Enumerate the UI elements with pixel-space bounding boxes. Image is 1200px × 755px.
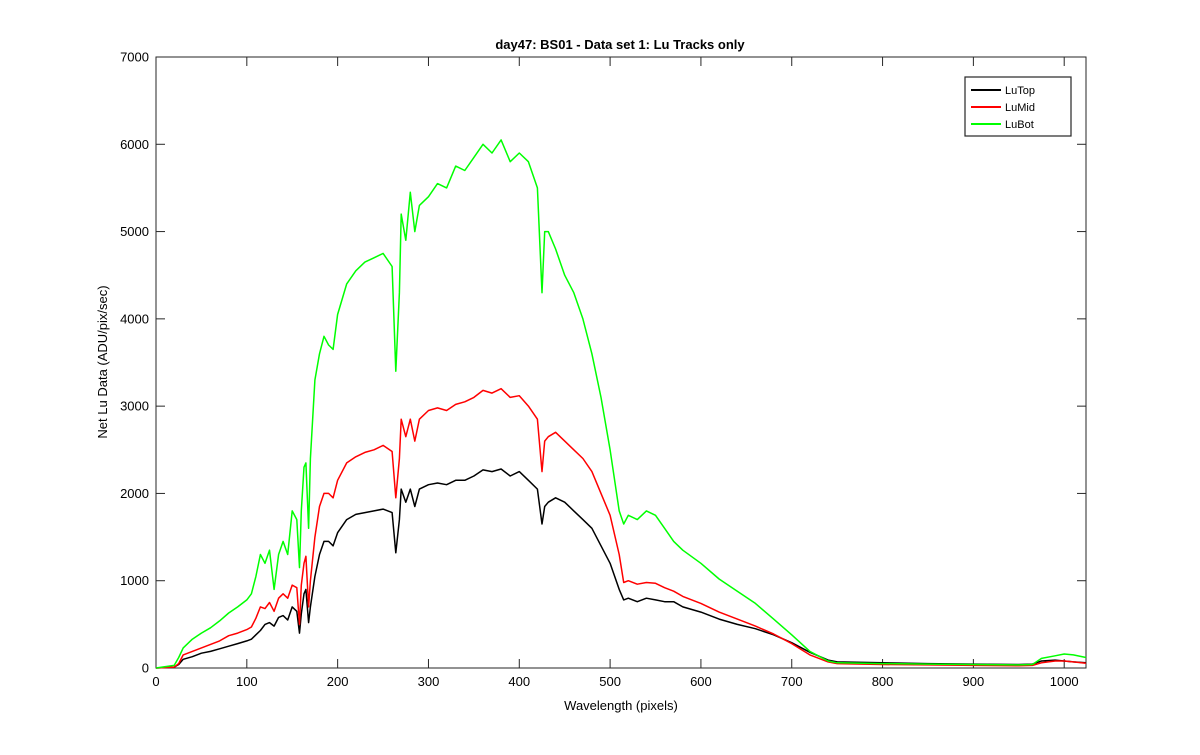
x-tick-label: 800	[872, 674, 894, 689]
x-tick-label: 0	[152, 674, 159, 689]
legend-label-lumid: LuMid	[1005, 102, 1035, 114]
series-line-lutop	[155, 468, 1087, 669]
y-tick-label: 0	[142, 661, 149, 676]
x-axis-label: Wavelength (pixels)	[564, 698, 678, 713]
y-axis-label: Net Lu Data (ADU/pix/sec)	[95, 285, 110, 438]
x-tick-label: 400	[508, 674, 530, 689]
series-line-lumid	[155, 387, 1087, 669]
plot-area	[155, 56, 1087, 669]
axis-ticks: 0 100 200 300 400 500 600 700 800 900 1000 0 1000 200…	[120, 50, 1086, 689]
y-tick-label: 2000	[120, 486, 149, 501]
x-tick-label: 300	[418, 674, 440, 689]
y-tick-label: 4000	[120, 311, 149, 326]
x-tick-label: 1000	[1050, 674, 1079, 689]
chart-title: day47: BS01 - Data set 1: Lu Tracks only	[495, 37, 745, 52]
series-line-lubot	[155, 139, 1087, 669]
legend-label-lutop: LuTop	[1005, 85, 1035, 97]
y-tick-label: 7000	[120, 50, 149, 65]
x-tick-label: 900	[963, 674, 985, 689]
x-tick-label: 100	[236, 674, 258, 689]
y-tick-label: 1000	[120, 573, 149, 588]
legend: LuTop LuMid LuBot	[964, 76, 1072, 137]
data-series	[155, 139, 1087, 669]
y-tick-label: 5000	[120, 224, 149, 239]
x-tick-label: 600	[690, 674, 712, 689]
x-tick-label: 200	[327, 674, 349, 689]
x-tick-label: 500	[599, 674, 621, 689]
y-tick-label: 6000	[120, 137, 149, 152]
y-tick-label: 3000	[120, 399, 149, 414]
x-tick-label: 700	[781, 674, 803, 689]
legend-label-lubot: LuBot	[1005, 119, 1034, 131]
